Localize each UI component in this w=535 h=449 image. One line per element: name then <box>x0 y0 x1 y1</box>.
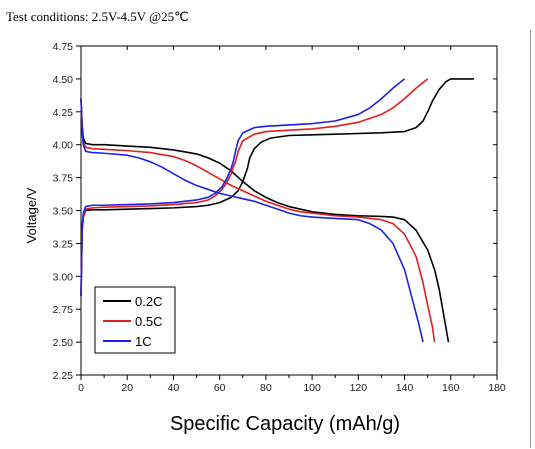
x-tick-label: 0 <box>78 382 84 394</box>
series-line-0.5C-discharge <box>80 98 436 343</box>
page-edge-divider <box>530 30 531 448</box>
series-line-1C-charge <box>80 78 406 297</box>
series-group <box>80 78 474 343</box>
y-tick-label: 3.75 <box>53 173 74 185</box>
x-tick-label: 120 <box>350 382 368 394</box>
legend-label-0.2C: 0.2C <box>135 294 162 309</box>
y-tick-label: 2.50 <box>53 337 74 349</box>
y-tick-label: 2.75 <box>53 304 74 316</box>
series-line-0.2C-charge <box>80 78 474 297</box>
series-line-0.5C-charge <box>80 78 429 297</box>
x-tick-label: 100 <box>303 382 321 394</box>
x-tick-label: 180 <box>488 382 506 394</box>
y-tick-label: 3.00 <box>53 271 74 283</box>
y-tick-label: 4.75 <box>53 41 74 53</box>
y-tick-label: 3.50 <box>53 206 74 218</box>
x-tick-label: 160 <box>442 382 460 394</box>
y-tick-label: 4.50 <box>53 74 74 86</box>
y-tick-label: 4.00 <box>53 140 74 152</box>
y-tick-label: 3.25 <box>53 238 74 250</box>
x-tick-label: 60 <box>214 382 226 394</box>
legend-label-1C: 1C <box>135 334 152 349</box>
legend-label-0.5C: 0.5C <box>135 314 162 329</box>
axes-group: 0 20 40 60 80 100 120 140 160 180 2.25 2.50 2.75 3.00… <box>24 41 506 435</box>
y-tick-label: 4.25 <box>53 107 74 119</box>
series-line-0.2C-discharge <box>80 98 450 343</box>
x-tick-label: 140 <box>396 382 414 394</box>
x-axis-label: Specific Capacity (mAh/g) <box>170 413 400 435</box>
series-line-1C-discharge <box>80 98 424 343</box>
y-tick-label: 2.25 <box>53 370 74 382</box>
test-conditions-caption: Test conditions: 2.5V-4.5V @25℃ <box>6 9 189 24</box>
x-tick-label: 20 <box>121 382 133 394</box>
y-axis-label: Voltage/V <box>24 187 39 243</box>
legend: 0.2C 0.5C 1C <box>94 286 176 354</box>
x-tick-label: 80 <box>260 382 272 394</box>
x-tick-label: 40 <box>168 382 180 394</box>
